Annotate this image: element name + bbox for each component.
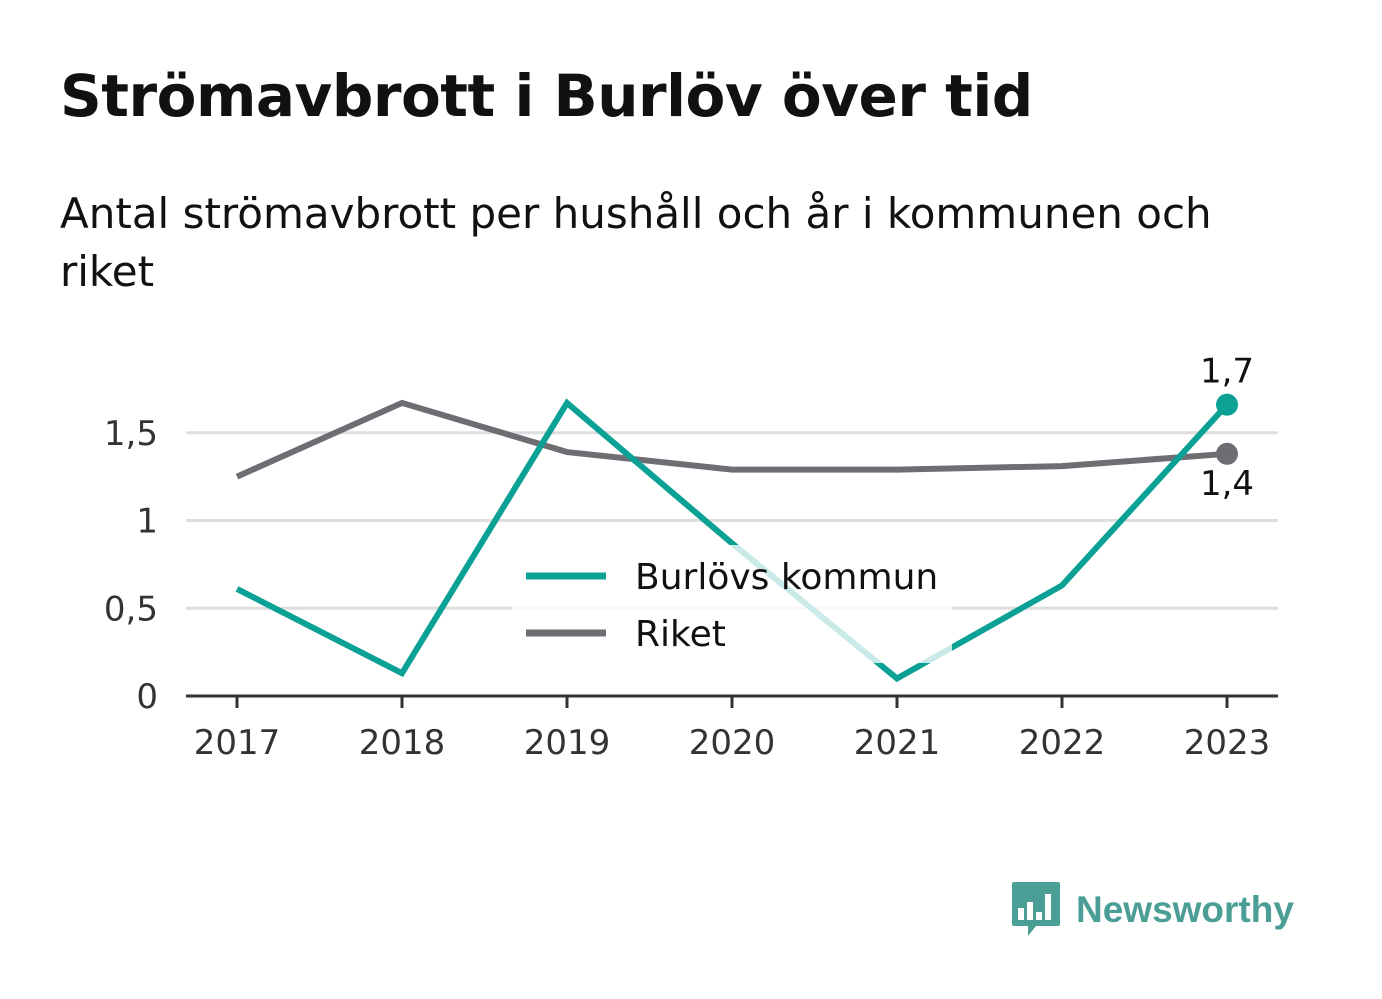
end-point-marker — [1216, 442, 1238, 465]
y-tick-label: 0 — [136, 677, 158, 717]
legend-label: Burlövs kommun — [635, 557, 938, 598]
legend-background — [512, 545, 952, 663]
data-labels: 1,7 1,4 — [1200, 352, 1254, 504]
axes: 0 0,5 1 1,5 2017 2018 2019 2020 2021 2022 2023 — [104, 414, 1278, 763]
bar-chart-speech-bubble-icon — [1012, 882, 1060, 936]
y-tick-label: 1,5 — [104, 414, 158, 454]
y-tick-label: 0,5 — [104, 589, 158, 629]
series-lines — [235, 398, 1230, 683]
newsworthy-brand: Newsworthy — [1010, 878, 1294, 942]
legend-label: Riket — [635, 614, 726, 655]
brand-name: Newsworthy — [1076, 889, 1294, 930]
series-line — [235, 399, 1228, 480]
chart-subtitle: Antal strömavbrott per hushåll och år i … — [60, 189, 1212, 296]
legend: Burlövs kommun Riket — [512, 545, 952, 663]
end-point-marker — [1216, 393, 1238, 416]
end-value-label: 1,4 — [1200, 464, 1254, 504]
y-tick-label: 1 — [136, 502, 158, 542]
end-value-label: 1,7 — [1200, 352, 1254, 392]
x-tick-label: 2021 — [854, 723, 941, 763]
x-tick-label: 2019 — [524, 723, 611, 763]
x-tick-label: 2017 — [194, 723, 281, 763]
x-tick-label: 2020 — [689, 723, 776, 763]
x-tick-label: 2018 — [359, 723, 446, 763]
x-tick-label: 2023 — [1184, 723, 1271, 763]
x-tick-label: 2022 — [1019, 723, 1106, 763]
chart-title: Strömavbrott i Burlöv över tid — [60, 62, 1033, 130]
series-line — [235, 398, 1230, 683]
